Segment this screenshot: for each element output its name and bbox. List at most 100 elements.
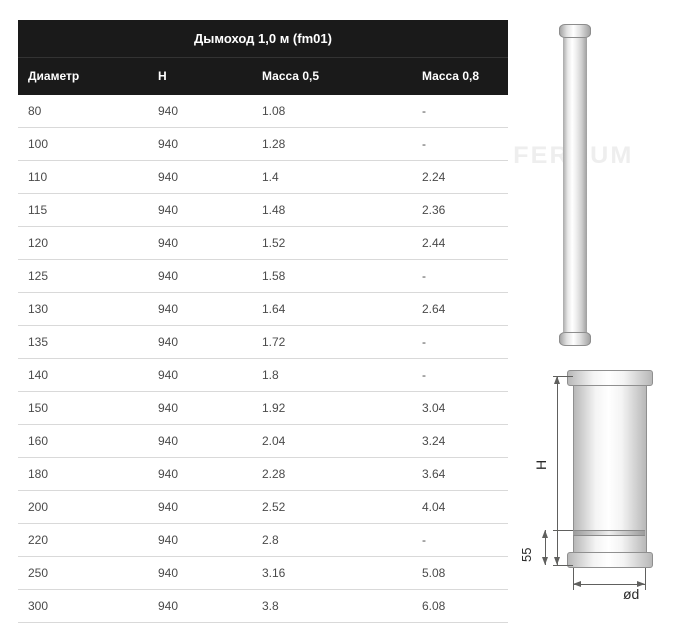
- table-cell: 3.8: [252, 590, 412, 623]
- table-row: 2209402.8-: [18, 524, 508, 557]
- table-cell: 940: [148, 227, 252, 260]
- table-cell: 110: [18, 161, 148, 194]
- pipe-body: [563, 34, 587, 336]
- table-row: 1609402.043.24: [18, 425, 508, 458]
- table-cell: 2.24: [412, 161, 508, 194]
- table-row: 1509401.923.04: [18, 392, 508, 425]
- table-row: 1359401.72-: [18, 326, 508, 359]
- dim-d-ext-right: [645, 568, 646, 590]
- table-cell: -: [412, 524, 508, 557]
- table-cell: 1.92: [252, 392, 412, 425]
- table-row: 809401.08-: [18, 95, 508, 128]
- dim-55-arrow-up: [542, 530, 548, 538]
- table-cell: 160: [18, 425, 148, 458]
- dim-h-ext-bot: [553, 565, 573, 566]
- product-photo: [545, 22, 605, 348]
- table-row: 2009402.524.04: [18, 491, 508, 524]
- table-cell: 300: [18, 590, 148, 623]
- col-header-mass-05: Масса 0,5: [252, 58, 412, 96]
- technical-drawing: H 55 ød: [527, 370, 675, 608]
- table-cell: 1.58: [252, 260, 412, 293]
- table-row: 1309401.642.64: [18, 293, 508, 326]
- table-header-row: Диаметр H Масса 0,5 Масса 0,8: [18, 58, 508, 96]
- table-cell: 2.28: [252, 458, 412, 491]
- dim-h-label: H: [533, 460, 549, 470]
- table-cell: 3.24: [412, 425, 508, 458]
- table-row: 3009403.86.08: [18, 590, 508, 623]
- table-cell: 135: [18, 326, 148, 359]
- dim-h-arrow-up: [554, 376, 560, 384]
- table-cell: -: [412, 128, 508, 161]
- pipe-collar-top: [559, 24, 591, 38]
- table-cell: 115: [18, 194, 148, 227]
- col-header-mass-08: Масса 0,8: [412, 58, 508, 96]
- table-row: 1009401.28-: [18, 128, 508, 161]
- table-cell: 150: [18, 392, 148, 425]
- table-row: 2509403.165.08: [18, 557, 508, 590]
- table-head: Диаметр H Масса 0,5 Масса 0,8: [18, 58, 508, 96]
- table-cell: 940: [148, 590, 252, 623]
- spec-table: Дымоход 1,0 м (fm01) Диаметр H Масса 0,5…: [18, 20, 508, 623]
- table-cell: 940: [148, 293, 252, 326]
- drawing-tube: [573, 376, 647, 566]
- dim-d-line: [573, 584, 645, 585]
- table-cell: 250: [18, 557, 148, 590]
- table-cell: 2.52: [252, 491, 412, 524]
- table-row: 1809402.283.64: [18, 458, 508, 491]
- table-cell: 1.64: [252, 293, 412, 326]
- table-cell: 940: [148, 95, 252, 128]
- table-cell: 1.48: [252, 194, 412, 227]
- table-body: 809401.08-1009401.28-1109401.42.24115940…: [18, 95, 508, 623]
- table-cell: 940: [148, 392, 252, 425]
- table-cell: -: [412, 359, 508, 392]
- dim-d-label: ød: [623, 586, 639, 602]
- table-cell: 2.64: [412, 293, 508, 326]
- table-cell: 1.08: [252, 95, 412, 128]
- table-cell: 1.28: [252, 128, 412, 161]
- table-cell: -: [412, 326, 508, 359]
- dim-d-arrow-left: [573, 581, 581, 587]
- table-cell: 200: [18, 491, 148, 524]
- drawing-flare-bottom: [567, 552, 653, 568]
- table-cell: 1.8: [252, 359, 412, 392]
- table-cell: 1.72: [252, 326, 412, 359]
- table-cell: 1.4: [252, 161, 412, 194]
- dim-55-label: 55: [519, 548, 534, 562]
- table-row: 1259401.58-: [18, 260, 508, 293]
- drawing-bead: [573, 530, 645, 536]
- table-cell: -: [412, 260, 508, 293]
- table-row: 1409401.8-: [18, 359, 508, 392]
- dim-h-line: [557, 376, 558, 565]
- table-cell: 220: [18, 524, 148, 557]
- table-row: 1209401.522.44: [18, 227, 508, 260]
- col-header-diameter: Диаметр: [18, 58, 148, 96]
- table-cell: 940: [148, 359, 252, 392]
- table-cell: 140: [18, 359, 148, 392]
- table-cell: 940: [148, 326, 252, 359]
- table-cell: 1.52: [252, 227, 412, 260]
- table-cell: 2.36: [412, 194, 508, 227]
- dim-d-ext-left: [573, 568, 574, 590]
- table-cell: 2.44: [412, 227, 508, 260]
- table-cell: 940: [148, 128, 252, 161]
- table-cell: -: [412, 95, 508, 128]
- col-header-h: H: [148, 58, 252, 96]
- table-cell: 940: [148, 491, 252, 524]
- pipe-collar-bottom: [559, 332, 591, 346]
- drawing-flare-top: [567, 370, 653, 386]
- table-cell: 6.08: [412, 590, 508, 623]
- table-cell: 940: [148, 458, 252, 491]
- table-cell: 940: [148, 260, 252, 293]
- table-cell: 2.04: [252, 425, 412, 458]
- table-cell: 940: [148, 524, 252, 557]
- table-cell: 2.8: [252, 524, 412, 557]
- table-cell: 3.64: [412, 458, 508, 491]
- table-cell: 4.04: [412, 491, 508, 524]
- table-cell: 80: [18, 95, 148, 128]
- table-cell: 3.16: [252, 557, 412, 590]
- table-cell: 125: [18, 260, 148, 293]
- table-row: 1159401.482.36: [18, 194, 508, 227]
- table-cell: 5.08: [412, 557, 508, 590]
- table-cell: 180: [18, 458, 148, 491]
- dim-55-arrow-down: [542, 557, 548, 565]
